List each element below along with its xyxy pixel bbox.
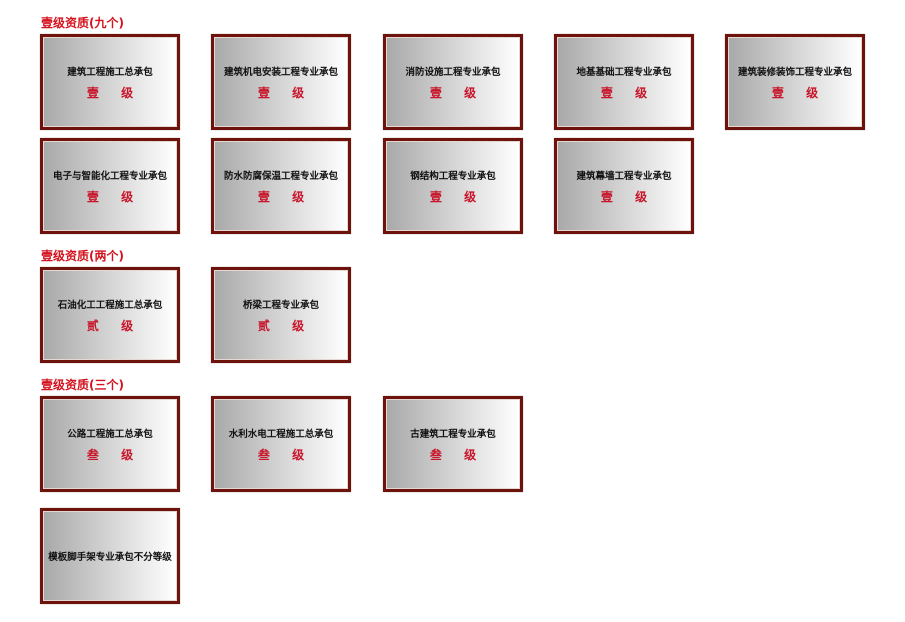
- plaque-title: 建筑幕墙工程专业承包: [576, 170, 672, 182]
- plaque-face: 建筑幕墙工程专业承包壹 级: [557, 141, 691, 231]
- plaque-face: 模板脚手架专业承包不分等级: [43, 511, 177, 601]
- plaque-level: 壹 级: [257, 189, 314, 204]
- plaque-title: 防水防腐保温工程专业承包: [223, 170, 338, 182]
- qualification-plaque: 钢结构工程专业承包壹 级: [383, 138, 523, 234]
- plaque-title: 古建筑工程专业承包: [410, 428, 496, 440]
- qualification-plaque: 公路工程施工总承包叁 级: [40, 396, 180, 492]
- qualification-plaque: 地基基础工程专业承包壹 级: [554, 34, 694, 130]
- qualification-plaque: 石油化工工程施工总承包贰 级: [40, 267, 180, 363]
- qualification-plaque: 建筑机电安装工程专业承包壹 级: [211, 34, 351, 130]
- plaque-face: 钢结构工程专业承包壹 级: [386, 141, 520, 231]
- plaque-title: 建筑机电安装工程专业承包: [223, 66, 338, 78]
- plaque-level: 壹 级: [86, 189, 143, 204]
- plaque-face: 水利水电工程施工总承包叁 级: [214, 399, 348, 489]
- plaque-title: 消防设施工程专业承包: [405, 66, 501, 78]
- plaque-face: 公路工程施工总承包叁 级: [43, 399, 177, 489]
- plaque-face: 防水防腐保温工程专业承包壹 级: [214, 141, 348, 231]
- qualification-plaque: 古建筑工程专业承包叁 级: [383, 396, 523, 492]
- plaque-face: 桥梁工程专业承包贰 级: [214, 270, 348, 360]
- plaque-level: 壹 级: [600, 85, 657, 100]
- plaque-title: 建筑工程施工总承包: [67, 66, 153, 78]
- plaque-title: 水利水电工程施工总承包: [228, 428, 334, 440]
- plaque-title: 钢结构工程专业承包: [410, 170, 496, 182]
- qualification-plaque: 防水防腐保温工程专业承包壹 级: [211, 138, 351, 234]
- plaque-title: 公路工程施工总承包: [67, 428, 153, 440]
- qualification-plaque: 建筑装修装饰工程专业承包壹 级: [725, 34, 865, 130]
- plaque-face: 建筑装修装饰工程专业承包壹 级: [728, 37, 862, 127]
- plaque-level: 贰 级: [86, 318, 143, 333]
- plaque-level: 壹 级: [429, 189, 486, 204]
- plaque-level: 贰 级: [257, 318, 314, 333]
- plaque-level: 壹 级: [86, 85, 143, 100]
- plaque-face: 建筑工程施工总承包壹 级: [43, 37, 177, 127]
- plaque-title: 桥梁工程专业承包: [242, 299, 319, 311]
- plaque-level: 壹 级: [771, 85, 828, 100]
- plaque-level: 叁 级: [429, 447, 486, 462]
- plaque-face: 电子与智能化工程专业承包壹 级: [43, 141, 177, 231]
- plaque-level: 壹 级: [429, 85, 486, 100]
- plaque-title: 模板脚手架专业承包不分等级: [48, 552, 172, 563]
- qualification-plaque: 建筑工程施工总承包壹 级: [40, 34, 180, 130]
- section-heading: 壹级资质(三个): [41, 378, 124, 392]
- section-heading: 壹级资质(九个): [41, 16, 124, 30]
- plaque-face: 地基基础工程专业承包壹 级: [557, 37, 691, 127]
- plaque-level: 壹 级: [257, 85, 314, 100]
- plaque-face: 建筑机电安装工程专业承包壹 级: [214, 37, 348, 127]
- plaque-face: 石油化工工程施工总承包贰 级: [43, 270, 177, 360]
- qualification-plaque: 电子与智能化工程专业承包壹 级: [40, 138, 180, 234]
- section-heading: 壹级资质(两个): [41, 249, 124, 263]
- plaque-level: 叁 级: [257, 447, 314, 462]
- plaque-title: 地基基础工程专业承包: [576, 66, 672, 78]
- plaque-face: 消防设施工程专业承包壹 级: [386, 37, 520, 127]
- plaque-title: 建筑装修装饰工程专业承包: [737, 66, 852, 78]
- plaque-title: 电子与智能化工程专业承包: [52, 170, 167, 182]
- qualification-plaque: 模板脚手架专业承包不分等级: [40, 508, 180, 604]
- qualification-plaque: 消防设施工程专业承包壹 级: [383, 34, 523, 130]
- plaque-level: 叁 级: [86, 447, 143, 462]
- plaque-title: 石油化工工程施工总承包: [57, 299, 163, 311]
- plaque-level: 壹 级: [600, 189, 657, 204]
- qualification-plaque: 建筑幕墙工程专业承包壹 级: [554, 138, 694, 234]
- qualification-plaque: 桥梁工程专业承包贰 级: [211, 267, 351, 363]
- qualification-plaque: 水利水电工程施工总承包叁 级: [211, 396, 351, 492]
- plaque-face: 古建筑工程专业承包叁 级: [386, 399, 520, 489]
